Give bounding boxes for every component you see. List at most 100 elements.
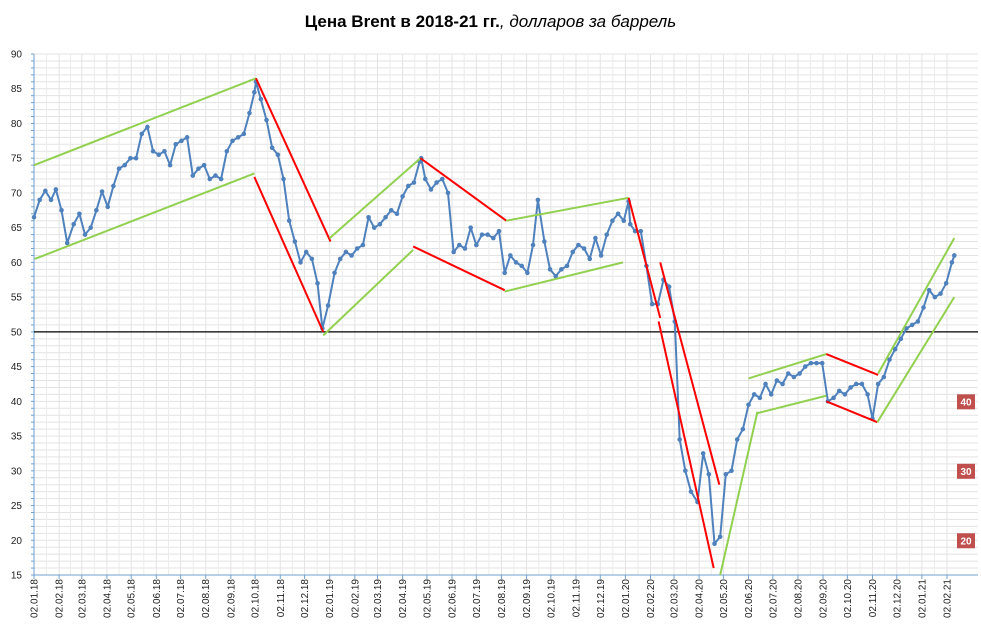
data-point [162, 148, 167, 154]
data-point [831, 395, 836, 401]
data-point [218, 176, 224, 182]
data-point [422, 176, 428, 182]
x-tick-label: 02.04.19 [398, 579, 409, 618]
x-tick-label: 02.05.19 [422, 579, 433, 618]
data-point [315, 280, 320, 286]
data-point [139, 131, 145, 137]
data-point [496, 228, 502, 234]
price-series-points [31, 79, 957, 547]
chart-title: Цена Brent в 2018-21 гг., долларов за ба… [0, 12, 981, 32]
level-badge-40: 40 [957, 394, 975, 410]
data-point [564, 263, 570, 269]
data-point [150, 148, 156, 154]
data-point [898, 336, 904, 342]
data-point [133, 155, 139, 161]
x-tick-label: 02.11.20 [868, 579, 879, 618]
data-point [286, 218, 292, 224]
data-point [37, 197, 42, 203]
data-point [808, 360, 814, 366]
x-tick-label: 02.03.20 [669, 579, 680, 618]
x-tick-label: 02.12.18 [300, 579, 311, 618]
data-point [802, 364, 808, 369]
data-point [502, 270, 507, 276]
x-tick-label: 02.09.18 [226, 579, 237, 618]
data-point [848, 385, 853, 390]
data-point [598, 253, 604, 258]
x-tick-label: 02.08.18 [201, 579, 212, 618]
data-point [207, 176, 213, 182]
x-tick-label: 02.04.20 [695, 579, 706, 618]
data-point [479, 232, 485, 237]
y-tick-label: 70 [11, 188, 23, 199]
data-point [241, 131, 247, 137]
data-point [819, 360, 825, 366]
x-tick-label: 02.05.18 [127, 579, 138, 618]
data-point [774, 378, 780, 383]
data-point [292, 239, 298, 244]
data-point [462, 246, 468, 251]
downtrend-line [657, 321, 715, 569]
data-point [610, 218, 615, 224]
uptrend-line [504, 261, 624, 293]
uptrend-line [322, 249, 414, 337]
data-point [513, 260, 519, 265]
data-point [366, 214, 371, 220]
data-point [224, 148, 230, 154]
data-point [377, 221, 383, 227]
data-point [915, 319, 921, 324]
data-point [354, 246, 360, 251]
data-point [468, 225, 473, 230]
uptrend-line [748, 353, 827, 380]
data-point [213, 173, 218, 178]
data-point [53, 187, 59, 192]
downtrend-line [825, 353, 879, 376]
x-tick-label: 02.08.20 [793, 579, 804, 618]
chart-title-main: Цена Brent в 2018-21 гг. [304, 12, 500, 31]
y-tick-label: 90 [11, 50, 23, 61]
x-tick-label: 02.06.18 [152, 579, 163, 618]
y-tick-label: 55 [11, 293, 23, 304]
downtrend-line [412, 245, 506, 292]
x-tick-label: 02.07.19 [472, 579, 483, 618]
data-point [587, 256, 593, 262]
x-tick-label: 02.06.19 [448, 579, 459, 618]
x-tick-label: 02.12.20 [892, 579, 903, 618]
downtrend-line [255, 77, 332, 242]
data-point [932, 294, 938, 300]
data-point [235, 135, 241, 140]
data-point [729, 468, 734, 474]
data-point [576, 242, 581, 248]
data-point [949, 260, 955, 265]
data-point [904, 326, 909, 331]
data-point [105, 204, 111, 210]
y-tick-label: 20 [11, 536, 23, 547]
data-point [814, 360, 819, 366]
uptrend-line [757, 394, 827, 415]
y-tick-label: 40 [11, 397, 23, 408]
grid [33, 53, 978, 576]
data-point [64, 240, 70, 246]
x-tick-label: 02.10.19 [546, 579, 557, 618]
data-point [116, 166, 122, 171]
data-point [388, 208, 394, 213]
level-badge-label: 40 [960, 397, 972, 408]
data-point [706, 471, 712, 477]
data-point [508, 253, 513, 258]
data-point [547, 267, 553, 272]
x-tick-label: 02.06.20 [744, 579, 755, 618]
data-point [842, 392, 848, 397]
data-point [269, 145, 275, 151]
uptrend-line [877, 237, 956, 375]
data-point [853, 381, 859, 387]
data-point [943, 280, 949, 286]
data-point [167, 162, 173, 168]
level-badge-30: 30 [957, 463, 975, 479]
data-point [525, 270, 530, 276]
data-point [383, 214, 388, 220]
data-point [99, 189, 105, 194]
data-point [156, 152, 162, 158]
data-point [887, 357, 892, 362]
data-point [445, 190, 451, 196]
data-point [712, 541, 717, 547]
data-point [559, 267, 564, 272]
